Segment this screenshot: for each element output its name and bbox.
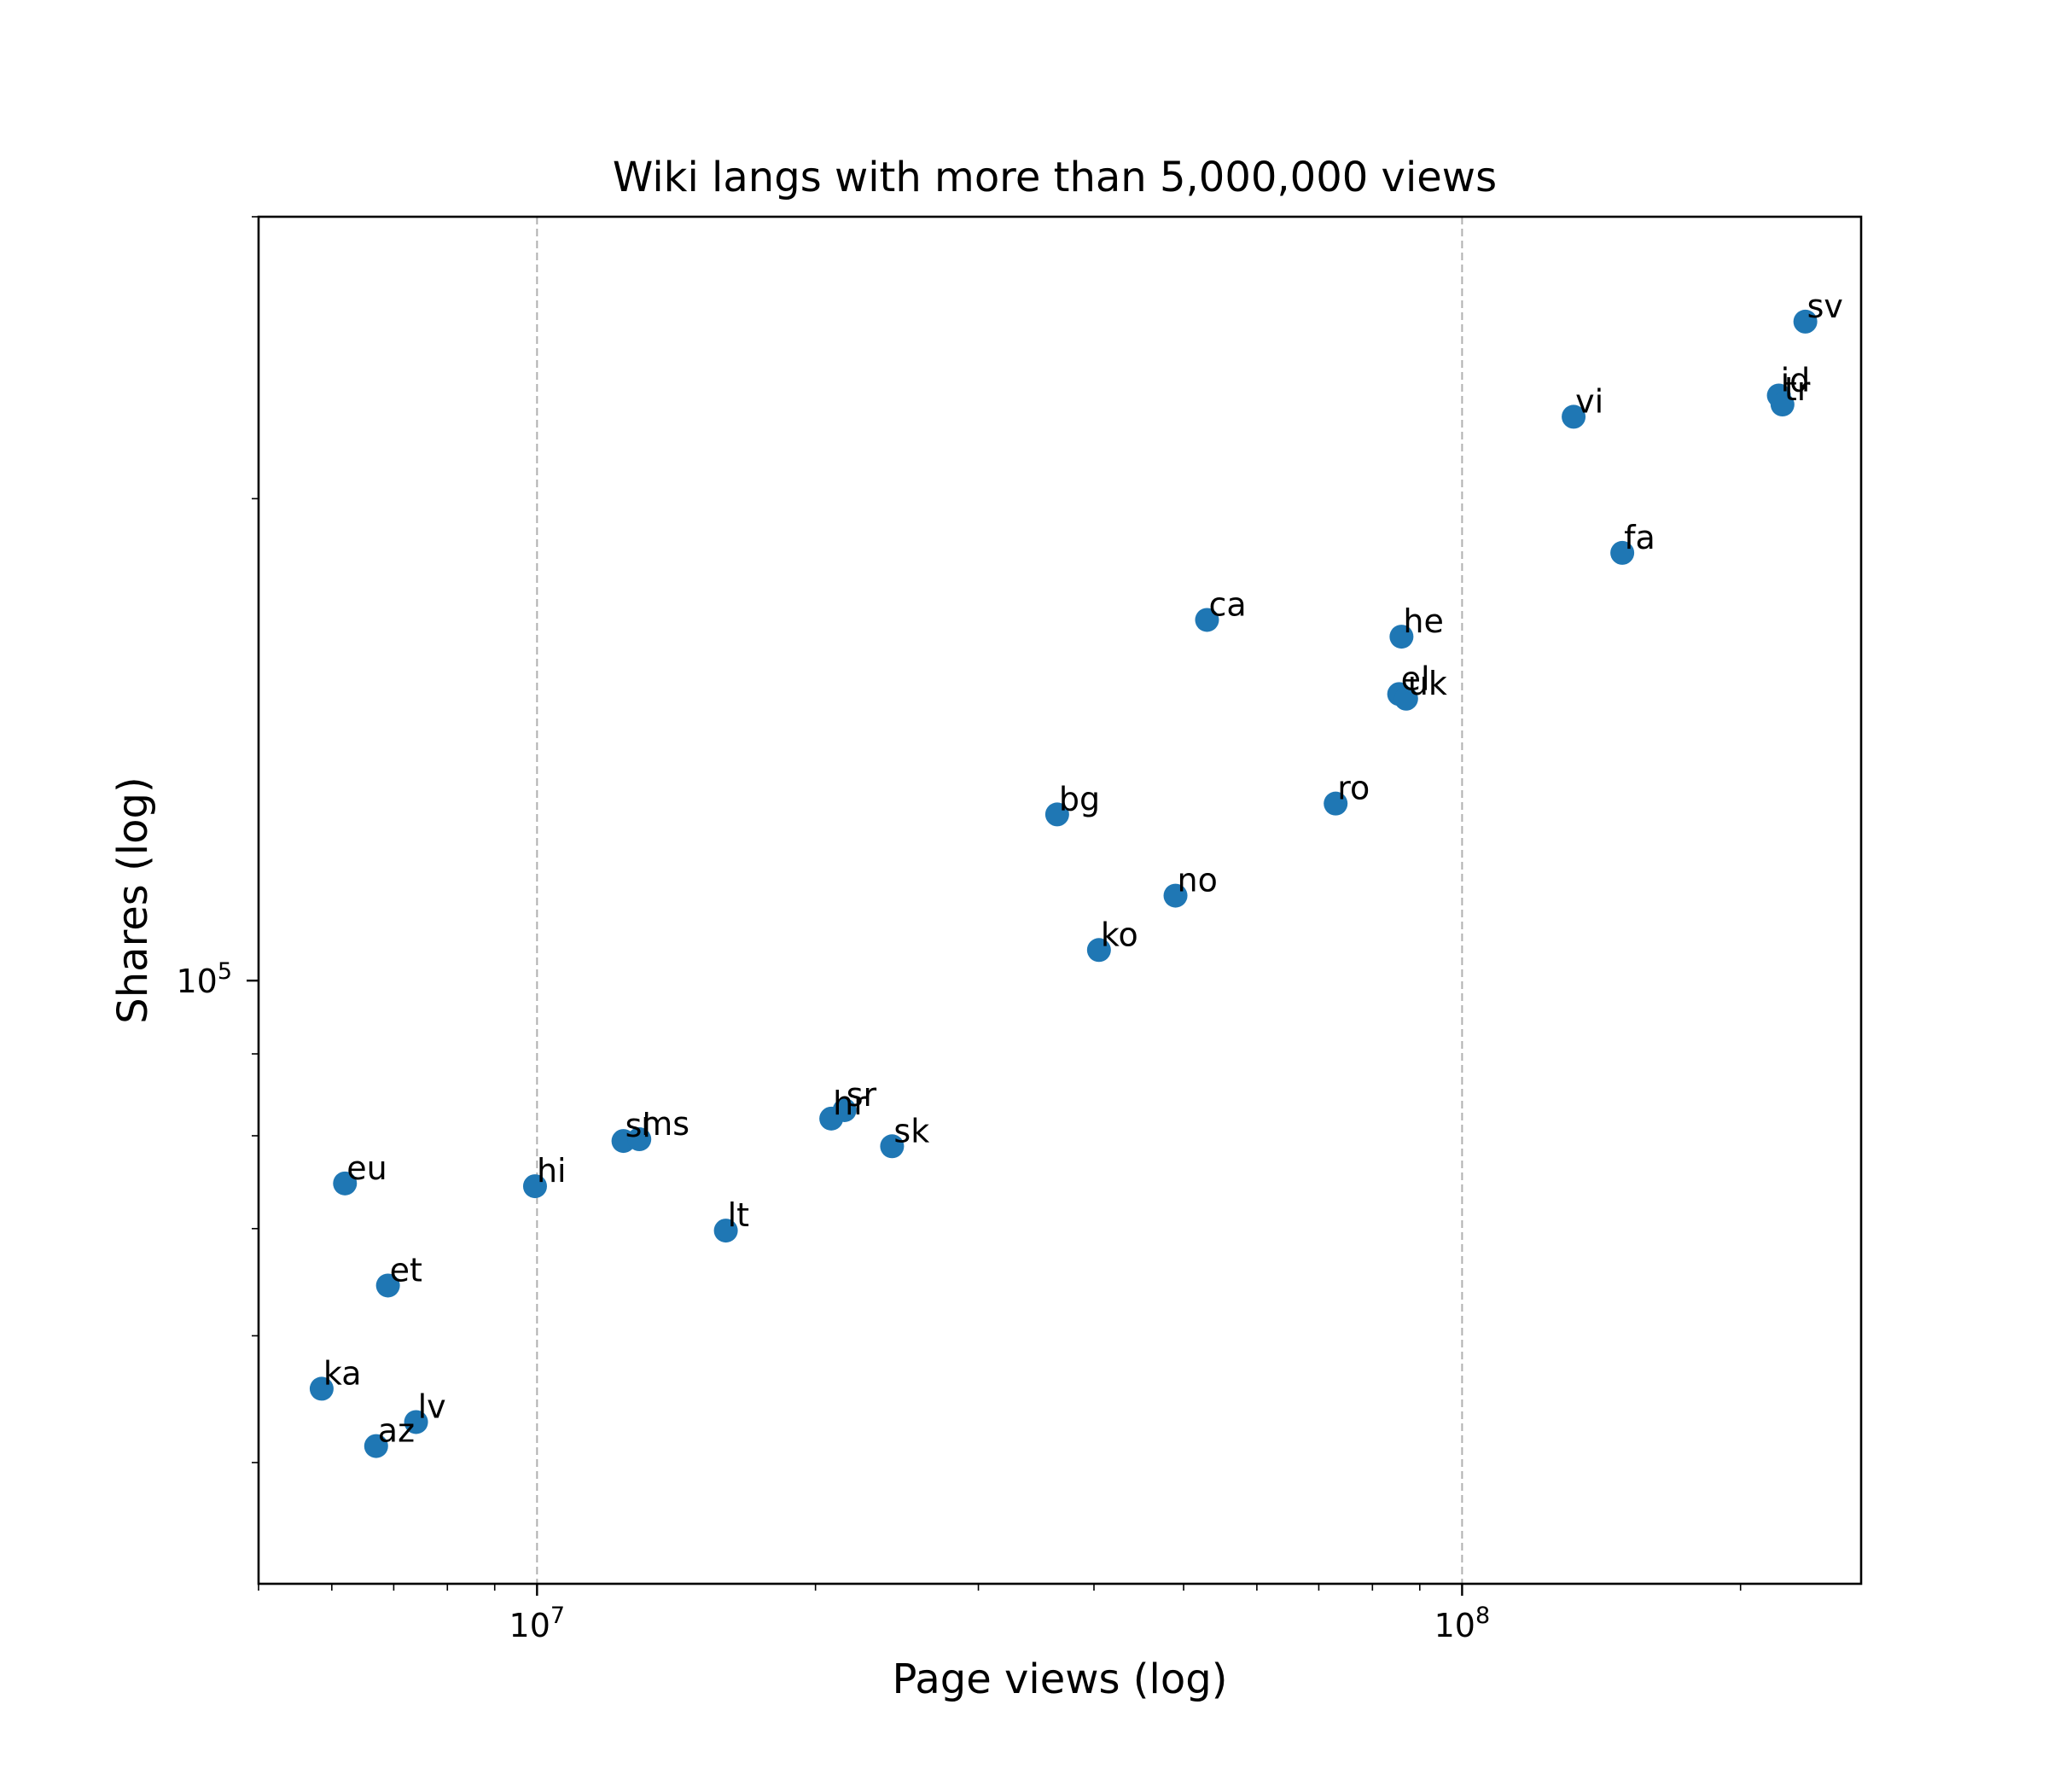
data-point: [1163, 883, 1188, 908]
x-tick-exponent: 8: [1475, 1603, 1490, 1629]
point-label: ka: [323, 1354, 362, 1392]
x-tick-label: 108: [1434, 1603, 1491, 1644]
point-label: el: [1401, 660, 1430, 697]
data-point: [1044, 802, 1069, 827]
point-label: no: [1178, 862, 1218, 899]
data-point: [1610, 540, 1635, 565]
point-label: id: [1781, 361, 1811, 399]
point-label: bg: [1059, 780, 1100, 817]
data-point: [1562, 404, 1586, 429]
data-point: [627, 1127, 652, 1152]
point-label: et: [390, 1251, 422, 1289]
data-point: [375, 1273, 400, 1298]
x-tick-label: 107: [509, 1603, 566, 1644]
point-label: ko: [1101, 916, 1138, 953]
point-label: sr: [847, 1076, 877, 1114]
point-label: he: [1403, 602, 1443, 640]
data-point: [713, 1219, 738, 1243]
data-point: [1393, 686, 1418, 711]
data-point: [1770, 393, 1795, 417]
data-point: [880, 1134, 905, 1159]
data-point: [522, 1174, 547, 1199]
point-label: hi: [537, 1152, 567, 1190]
data-point: [1389, 625, 1414, 649]
data-point: [404, 1410, 428, 1434]
point-label: uk: [1408, 665, 1447, 702]
gridlines: [536, 217, 1463, 1584]
data-point: [1793, 309, 1818, 334]
point-label: ms: [641, 1105, 689, 1143]
point-label: lt: [728, 1196, 749, 1234]
x-tick-base: 10: [509, 1607, 550, 1644]
y-tick-exponent: 5: [218, 958, 232, 985]
x-tick-base: 10: [1434, 1607, 1475, 1644]
point-label: ca: [1208, 585, 1246, 623]
x-axis-ticks: 107 108: [258, 1584, 1742, 1644]
plot-area-frame: [257, 215, 1863, 1585]
x-tick-exponent: 7: [550, 1603, 565, 1629]
data-point: [364, 1434, 388, 1458]
point-label: az: [378, 1412, 415, 1450]
data-point: [333, 1171, 358, 1196]
data-point: [819, 1106, 844, 1131]
chart-title: Wiki langs with more than 5,000,000 view…: [613, 154, 1497, 201]
point-label: ro: [1337, 770, 1370, 807]
y-tick-label: 105: [176, 958, 232, 1000]
data-point: [1324, 791, 1348, 816]
point-label: fa: [1624, 519, 1655, 556]
y-tick-base: 10: [176, 963, 217, 1000]
point-label: tr: [1784, 370, 1811, 408]
data-point: [1195, 608, 1219, 632]
data-points: [309, 309, 1818, 1458]
point-label: lv: [418, 1388, 446, 1425]
data-point: [309, 1376, 334, 1401]
point-label: eu: [346, 1149, 387, 1187]
point-label: hr: [833, 1085, 867, 1122]
point-label: sv: [1807, 288, 1843, 325]
y-axis-label: Shares (log): [109, 777, 157, 1023]
data-point: [1086, 938, 1111, 963]
point-label: sk: [893, 1112, 929, 1149]
y-axis-ticks: 105: [176, 216, 259, 1463]
point-label: vi: [1575, 382, 1603, 420]
x-axis-label: Page views (log): [893, 1655, 1228, 1703]
point-label: sl: [625, 1107, 651, 1144]
